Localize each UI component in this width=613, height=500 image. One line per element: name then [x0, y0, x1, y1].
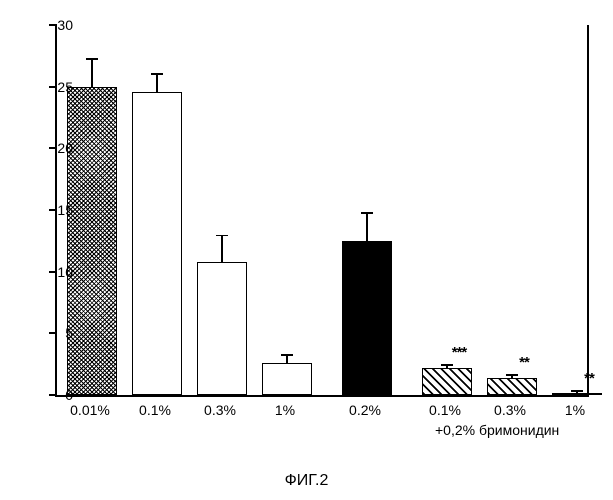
x-tick-label: 0.1% — [139, 402, 171, 418]
error-cap — [361, 212, 373, 214]
y-tick — [49, 332, 57, 334]
y-tick — [49, 147, 57, 149]
bar — [67, 87, 117, 395]
bar — [262, 363, 312, 395]
chart-plot-area: ******* — [55, 25, 589, 397]
significance-marker: ** — [584, 370, 594, 387]
group-annotation: +0,2% бримонидин — [435, 422, 559, 438]
x-tick-label: 0.01% — [70, 402, 110, 418]
error-cap — [151, 73, 163, 75]
error-cap — [571, 390, 583, 392]
significance-marker: *** — [452, 344, 467, 361]
bar — [197, 262, 247, 395]
x-tick-label: 0.1% — [429, 402, 461, 418]
error-bar — [366, 212, 368, 240]
y-tick-label: 5 — [65, 325, 73, 341]
y-tick-label: 15 — [57, 202, 73, 218]
bar — [342, 241, 392, 395]
bar — [422, 368, 472, 395]
bar — [487, 378, 537, 395]
error-cap — [281, 354, 293, 356]
x-tick-label: 0.3% — [494, 402, 526, 418]
x-tick-label: 1% — [565, 402, 585, 418]
y-tick-label: 25 — [57, 79, 73, 95]
y-tick-label: 20 — [57, 140, 73, 156]
y-tick — [49, 24, 57, 26]
y-tick-label: 30 — [57, 17, 73, 33]
error-cap — [441, 364, 453, 366]
figure-container: ******* 051015202530 0.01%0.1%0.3%1%0.2%… — [0, 0, 613, 500]
y-tick-label: 10 — [57, 264, 73, 280]
x-tick-label: 0.3% — [204, 402, 236, 418]
figure-caption: ФИГ.2 — [0, 472, 613, 490]
bar — [132, 92, 182, 395]
error-cap — [216, 235, 228, 237]
y-tick — [49, 209, 57, 211]
y-tick — [49, 271, 57, 273]
error-bar — [156, 73, 158, 92]
error-bar — [91, 58, 93, 86]
error-cap — [86, 58, 98, 60]
significance-marker: ** — [519, 354, 529, 371]
y-tick — [49, 86, 57, 88]
error-bar — [221, 235, 223, 262]
error-cap — [506, 374, 518, 376]
y-tick — [49, 394, 57, 396]
y-tick-label: 0 — [65, 387, 73, 403]
x-tick-label: 1% — [275, 402, 295, 418]
x-tick-label: 0.2% — [349, 402, 381, 418]
